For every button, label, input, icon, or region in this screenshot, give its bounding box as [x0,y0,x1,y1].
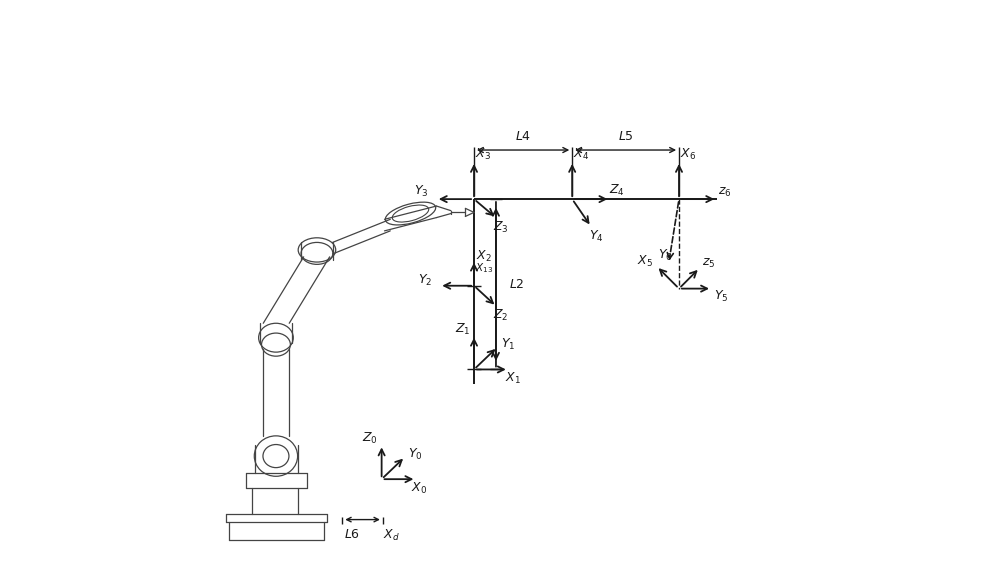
Text: $L4$: $L4$ [515,129,531,142]
Text: $Y_1$: $Y_1$ [501,337,515,352]
Text: $X_3$: $X_3$ [475,146,491,161]
Text: $X_0$: $X_0$ [411,481,427,496]
Text: $Y_0$: $Y_0$ [408,447,423,462]
Text: $z_5$: $z_5$ [702,257,716,270]
Text: $X_5$: $X_5$ [637,254,653,269]
Text: $X_{13}$: $X_{13}$ [475,261,493,275]
Text: $Y_2$: $Y_2$ [418,272,432,287]
Text: $Y_6$: $Y_6$ [658,248,672,263]
Text: $X_6$: $X_6$ [680,146,696,161]
Text: $Z_2$: $Z_2$ [493,308,509,324]
Text: $L2$: $L2$ [509,278,524,291]
Text: $Y_4$: $Y_4$ [589,229,603,244]
Text: $X_1$: $X_1$ [505,371,521,387]
Text: $Z_4$: $Z_4$ [609,183,625,198]
Text: $L5$: $L5$ [618,129,634,142]
Text: $L6$: $L6$ [344,528,360,541]
Text: $X_2$: $X_2$ [476,249,492,264]
Text: $Z_1$: $Z_1$ [455,321,470,336]
Text: $Z_0$: $Z_0$ [362,431,378,447]
Text: $X_d$: $X_d$ [383,528,400,543]
Text: $Z_3$: $Z_3$ [493,220,509,235]
Text: $Y_5$: $Y_5$ [714,289,728,304]
Text: $X_4$: $X_4$ [573,146,589,161]
Text: $Y_3$: $Y_3$ [414,184,429,199]
Text: $z_6$: $z_6$ [718,185,732,199]
